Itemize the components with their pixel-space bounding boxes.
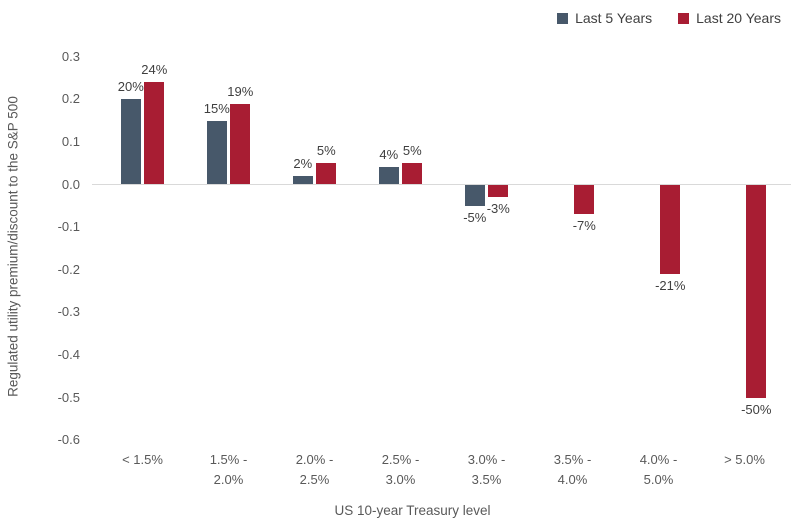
bar-last-20-years-6	[660, 184, 681, 274]
x-axis-title: US 10-year Treasury level	[334, 503, 491, 518]
bar-last-20-years-4	[488, 184, 509, 198]
data-label: 15%	[203, 100, 230, 116]
data-label: 24%	[141, 62, 168, 78]
data-label: -5%	[463, 209, 487, 225]
y-tick-label: 0.2	[61, 91, 80, 107]
data-label: -21%	[655, 277, 686, 293]
legend-swatch-icon	[557, 12, 569, 24]
data-label: 5%	[316, 143, 336, 159]
data-label: 4%	[379, 147, 399, 163]
data-label: -7%	[572, 218, 596, 234]
bar-last-5-years-4	[464, 184, 485, 206]
x-category-label: 3.5% - 4.0%	[553, 452, 592, 487]
y-tick-label: -0.3	[57, 304, 80, 320]
bar-last-5-years-3	[378, 167, 399, 185]
x-category-label: 1.5% - 2.0%	[209, 452, 248, 487]
legend-label: Last 20 Years	[696, 10, 781, 26]
y-tick-label: -0.1	[57, 219, 80, 235]
x-category-label: 2.5% - 3.0%	[381, 452, 420, 487]
y-tick-label: -0.2	[57, 261, 80, 277]
legend-label: Last 5 Years	[575, 10, 653, 26]
x-category-label: 2.0% - 2.5%	[295, 452, 334, 487]
y-tick-label: 0.0	[61, 176, 80, 192]
y-tick-label: 0.1	[61, 133, 80, 149]
legend: Last 5 Years Last 20 Years	[557, 10, 781, 26]
bar-last-20-years-0	[144, 82, 165, 185]
bar-last-20-years-3	[402, 163, 423, 185]
legend-swatch-icon	[678, 12, 690, 24]
data-label: 19%	[227, 83, 254, 99]
bar-last-5-years-0	[120, 99, 141, 185]
x-category-label: > 5.0%	[724, 452, 765, 467]
data-label: 2%	[293, 155, 313, 171]
y-tick-label: -0.4	[57, 346, 80, 362]
legend-item-1: Last 20 Years	[678, 10, 781, 26]
legend-item-0: Last 5 Years	[557, 10, 652, 26]
y-tick-label: -0.5	[57, 389, 80, 405]
data-label: -3%	[486, 201, 510, 217]
bar-last-20-years-5	[574, 184, 595, 215]
x-category-label: 4.0% - 5.0%	[639, 452, 678, 487]
data-label: 5%	[402, 143, 422, 159]
x-category-label: < 1.5%	[122, 452, 163, 467]
bar-last-5-years-2	[292, 175, 313, 185]
x-category-label: 3.0% - 3.5%	[467, 452, 506, 487]
zero-axis-line	[92, 184, 791, 185]
bar-last-20-years-7	[746, 184, 767, 398]
data-label: -50%	[741, 401, 772, 417]
y-tick-label: 0.3	[61, 48, 80, 64]
bar-last-5-years-1	[206, 120, 227, 185]
y-tick-label: -0.6	[57, 432, 80, 448]
bar-last-20-years-2	[316, 163, 337, 185]
data-label: 20%	[117, 79, 144, 95]
bar-last-20-years-1	[230, 103, 251, 185]
